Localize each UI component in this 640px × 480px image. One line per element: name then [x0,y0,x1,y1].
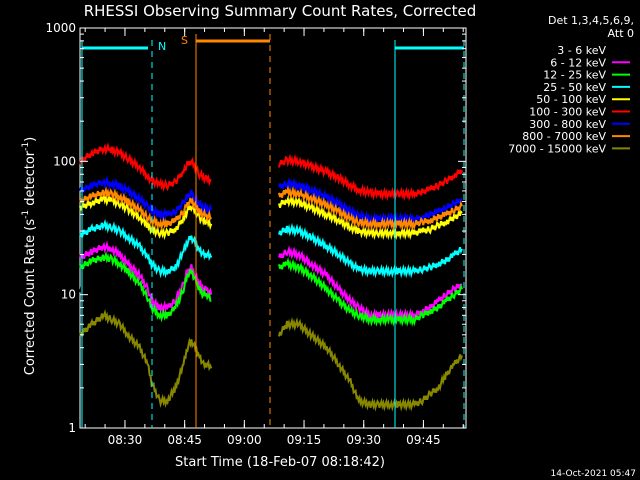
series-line [79,218,213,279]
series-line [79,185,213,231]
chart-title: RHESSI Observing Summary Count Rates, Co… [84,2,477,20]
y-axis-label: Corrected Count Rate (s-1 detector-1) [21,137,38,375]
series-4 [79,193,463,241]
series-line [278,317,463,412]
series-layer [79,142,463,412]
timestamp: 14-Oct-2021 05:47 [551,469,636,479]
legend-label: 100 - 300 keV [529,106,606,119]
series-line [278,257,463,327]
legend-label: 300 - 800 keV [529,118,606,131]
series-5 [79,142,463,202]
legend-label: 7000 - 15000 keV [508,142,606,155]
svg-text:Corrected Count Rate (s-1 dete: Corrected Count Rate (s-1 detector-1) [21,137,38,375]
series-3 [79,218,463,279]
x-tick-label: 09:15 [287,433,322,447]
night-flag-label: N [158,40,166,53]
series-line [278,185,463,231]
y-tick-label: 10 [61,288,76,302]
x-tick-label: 09:45 [406,433,441,447]
legend-label: 3 - 6 keV [557,44,606,57]
y-tick-label: 100 [53,154,76,168]
x-axis-label: Start Time (18-Feb-07 08:18:42) [175,455,385,470]
plot-border [79,27,467,429]
legend-label: 6 - 12 keV [550,56,606,69]
x-tick-label: 09:30 [346,433,381,447]
series-0 [79,269,463,363]
series-line [278,269,463,363]
x-tick-label: 08:30 [108,433,143,447]
legend-label: 800 - 7000 keV [522,130,606,143]
legend-label: 12 - 25 keV [543,69,606,82]
legend-label: 25 - 50 keV [543,81,606,94]
y-tick-label: 1000 [45,21,76,35]
series-line [278,194,463,241]
series-line [79,309,213,408]
legend-header-line2: Att 0 [608,27,634,40]
series-line [79,142,212,193]
legend-label: 50 - 100 keV [536,93,606,106]
y-tick-label: 1 [68,421,76,435]
legend-header-line1: Det 1,3,4,5,6,9, [548,14,634,27]
series-7 [79,185,463,231]
series-line [79,250,212,323]
series-line [79,269,213,363]
series-8 [79,309,463,412]
axis-ticks: 1 10 100 1000 08:30 08:45 09:00 09:15 09:30 09:45 [45,21,466,447]
x-tick-label: 09:00 [227,433,262,447]
series-line [278,153,463,202]
series-line [278,222,463,279]
saa-flag-label: S [181,34,188,47]
series-line [79,175,213,222]
x-tick-label: 08:45 [167,433,202,447]
series-line [79,193,213,241]
plot-frame [79,27,467,429]
series-2 [79,250,463,327]
